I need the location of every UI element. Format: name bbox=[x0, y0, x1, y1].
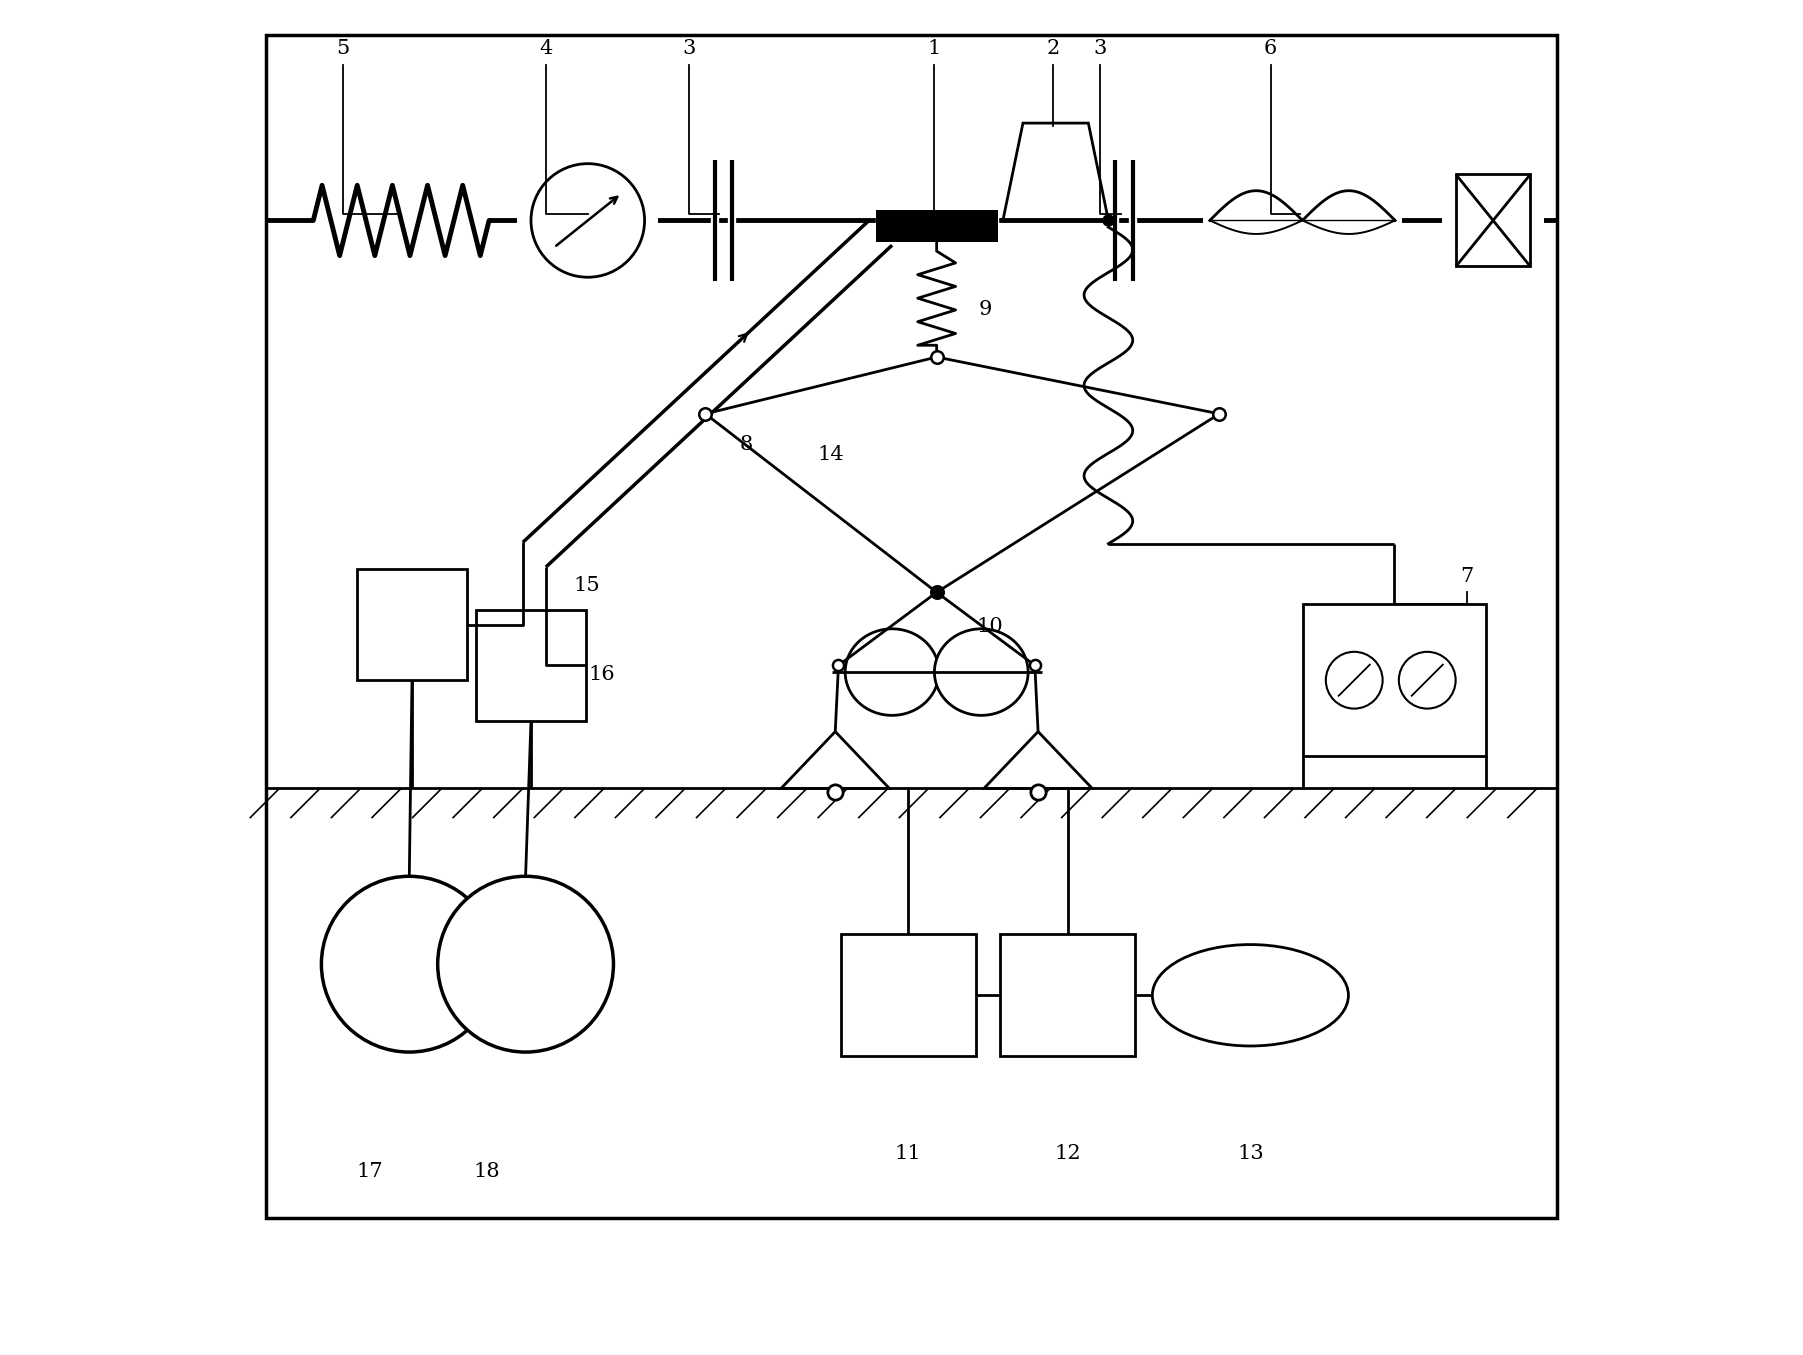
Circle shape bbox=[438, 877, 613, 1051]
Text: 11: 11 bbox=[894, 1144, 921, 1163]
Text: 10: 10 bbox=[975, 617, 1002, 635]
Text: 2: 2 bbox=[1046, 39, 1060, 58]
Bar bbox=[476, 610, 586, 721]
Text: 3: 3 bbox=[1094, 39, 1107, 58]
Bar bbox=[357, 569, 467, 680]
Text: 6: 6 bbox=[1264, 39, 1277, 58]
Polygon shape bbox=[876, 211, 997, 253]
Text: 17: 17 bbox=[357, 1161, 384, 1180]
Text: 18: 18 bbox=[472, 1161, 499, 1180]
Bar bbox=[267, 35, 1558, 1218]
Circle shape bbox=[1399, 652, 1455, 709]
Text: 14: 14 bbox=[819, 444, 844, 463]
Text: 7: 7 bbox=[1460, 566, 1473, 585]
Bar bbox=[1304, 604, 1486, 756]
Text: 5: 5 bbox=[337, 39, 350, 58]
Text: 8: 8 bbox=[739, 435, 752, 454]
Ellipse shape bbox=[1152, 944, 1349, 1046]
Ellipse shape bbox=[846, 629, 939, 715]
Text: 4: 4 bbox=[539, 39, 552, 58]
Bar bbox=[1455, 175, 1531, 267]
Text: 12: 12 bbox=[1055, 1144, 1082, 1163]
Text: 3: 3 bbox=[683, 39, 696, 58]
Text: 13: 13 bbox=[1237, 1144, 1264, 1163]
Ellipse shape bbox=[934, 629, 1028, 715]
Bar bbox=[840, 935, 975, 1056]
Bar bbox=[1001, 935, 1136, 1056]
Text: 1: 1 bbox=[927, 39, 941, 58]
Text: 16: 16 bbox=[588, 665, 615, 684]
Circle shape bbox=[321, 877, 498, 1051]
Text: 9: 9 bbox=[979, 301, 992, 320]
Circle shape bbox=[1325, 652, 1383, 709]
Bar bbox=[876, 210, 997, 243]
Circle shape bbox=[532, 164, 645, 278]
Text: 15: 15 bbox=[573, 576, 600, 595]
